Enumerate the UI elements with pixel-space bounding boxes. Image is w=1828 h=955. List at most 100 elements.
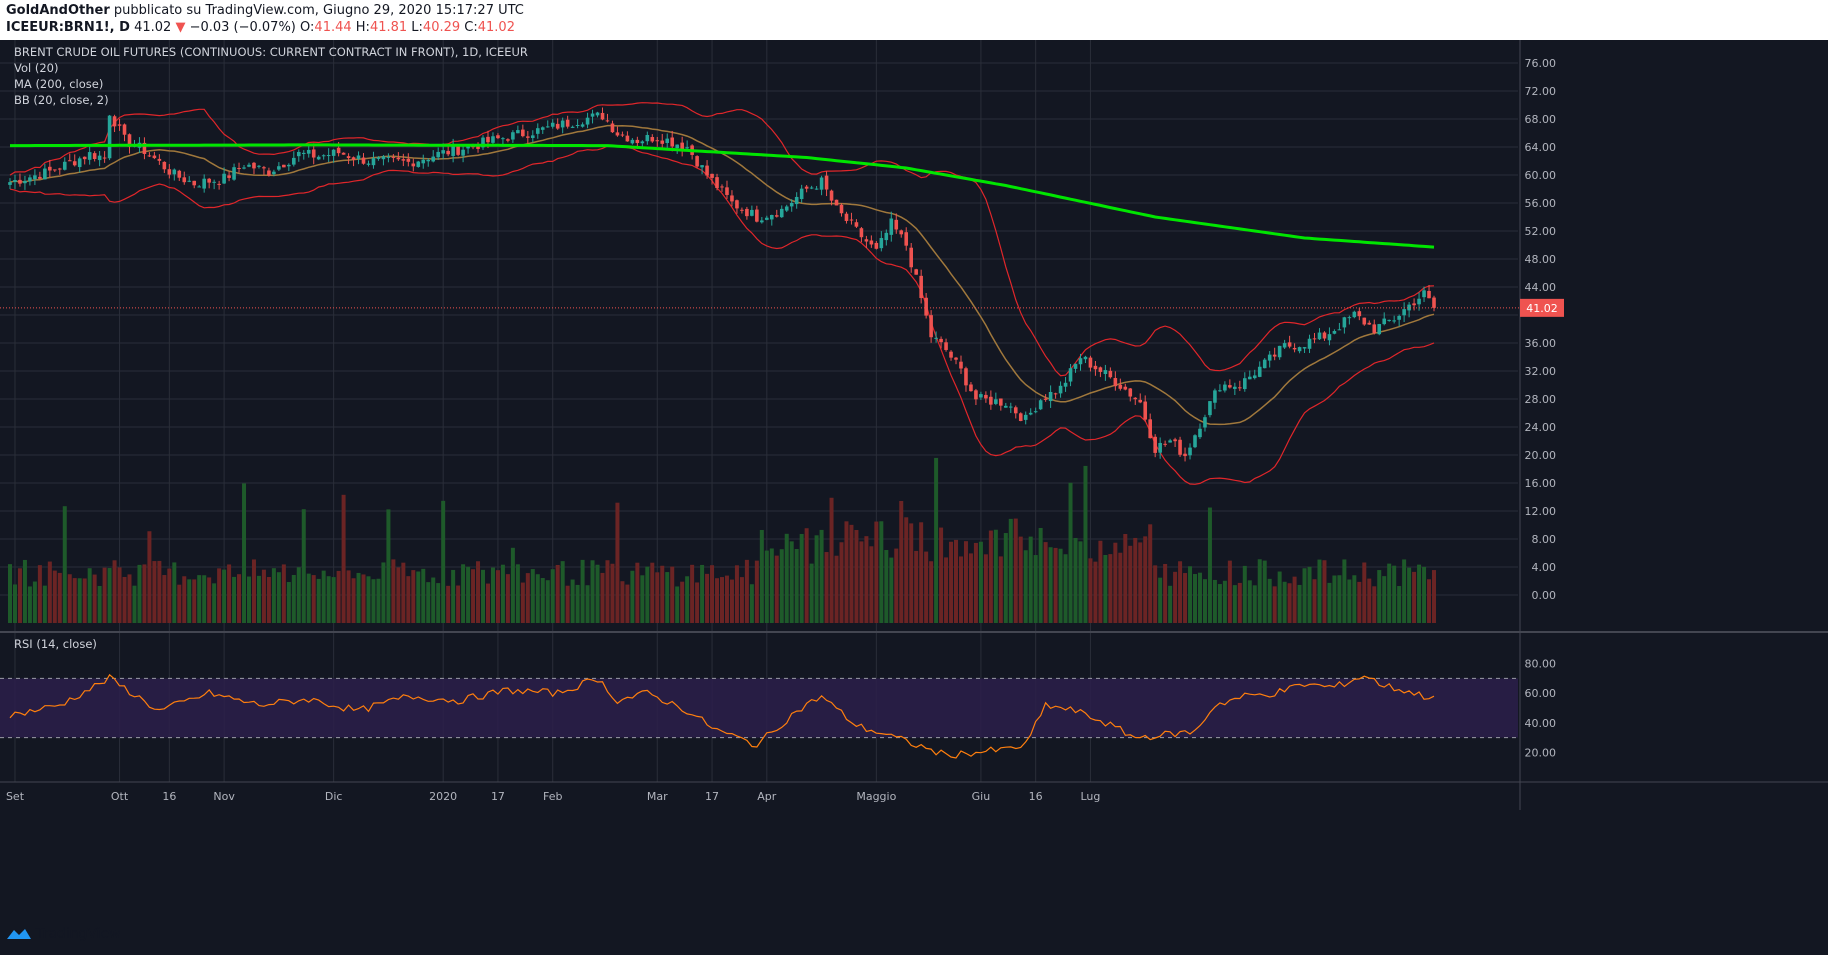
publish-info: GoldAndOther pubblicato su TradingView.c… bbox=[6, 3, 524, 18]
candle-body bbox=[112, 116, 117, 127]
volume-bar bbox=[22, 559, 27, 623]
candle-body bbox=[794, 196, 799, 205]
candle-body bbox=[336, 147, 341, 154]
volume-bar bbox=[1267, 578, 1272, 623]
volume-bar bbox=[729, 579, 734, 623]
candle-body bbox=[366, 163, 371, 165]
candle-body bbox=[1282, 343, 1287, 348]
price-tick-label: 4.00 bbox=[1532, 561, 1557, 574]
price-tick-label: 8.00 bbox=[1532, 533, 1557, 546]
volume-bar bbox=[276, 572, 281, 623]
candle-body bbox=[67, 160, 72, 162]
candle-body bbox=[680, 142, 684, 150]
candle-body bbox=[804, 186, 809, 189]
candle-body bbox=[849, 219, 854, 221]
candle-body bbox=[640, 141, 645, 144]
volume-bar bbox=[1073, 537, 1078, 623]
volume-bar bbox=[824, 552, 829, 623]
price-chart[interactable]: 41.02 0.00 4.00 8.00 12.00 16.00 20.00 24.00 28.… bbox=[0, 40, 1828, 955]
volume-bar bbox=[1382, 576, 1387, 623]
candle-body bbox=[157, 158, 162, 161]
candle-body bbox=[361, 157, 366, 164]
volume-bar bbox=[1307, 566, 1312, 623]
rsi-band-fill bbox=[0, 678, 1518, 738]
candle-body bbox=[819, 177, 824, 190]
volume-bar bbox=[645, 566, 650, 623]
candle-body bbox=[934, 337, 938, 339]
volume-bar bbox=[958, 556, 963, 623]
candle-body bbox=[964, 368, 968, 386]
volume-bar bbox=[809, 563, 814, 623]
candle-body bbox=[232, 167, 236, 180]
legend-bb: BB (20, close, 2) bbox=[14, 93, 109, 107]
volume-bar bbox=[1018, 536, 1023, 623]
candle-body bbox=[381, 156, 386, 160]
volume-bar bbox=[1108, 554, 1113, 623]
volume-bar bbox=[1093, 561, 1098, 623]
volume-bar bbox=[560, 561, 565, 623]
volume-bar bbox=[590, 560, 595, 623]
volume-bar bbox=[281, 564, 286, 623]
volume-bar bbox=[909, 523, 914, 623]
volume-bar bbox=[545, 580, 550, 623]
candle-body bbox=[1372, 324, 1377, 334]
volume-bar bbox=[481, 569, 486, 623]
volume-bar bbox=[207, 577, 212, 623]
volume-bar bbox=[421, 568, 426, 623]
volume-bar bbox=[182, 576, 187, 623]
candle-body bbox=[87, 152, 92, 160]
author-name[interactable]: GoldAndOther bbox=[6, 3, 110, 18]
candle-body bbox=[1128, 388, 1133, 397]
candle-body bbox=[72, 161, 77, 166]
volume-bar bbox=[361, 574, 366, 623]
candle-body bbox=[267, 170, 271, 176]
candle-body bbox=[1063, 382, 1068, 387]
volume-bar bbox=[889, 557, 894, 623]
candle-body bbox=[959, 361, 963, 369]
candle-body bbox=[779, 208, 784, 218]
time-tick-label: Giu bbox=[972, 790, 991, 803]
volume-bar bbox=[291, 574, 296, 623]
candle-body bbox=[1238, 387, 1242, 389]
candle-body bbox=[789, 202, 794, 207]
candle-body bbox=[1228, 385, 1232, 388]
volume-bar bbox=[57, 572, 62, 623]
volume-bar bbox=[157, 560, 162, 623]
volume-bar bbox=[37, 565, 42, 623]
candle-body bbox=[1332, 331, 1337, 334]
candle-body bbox=[979, 394, 983, 398]
candle-body bbox=[1362, 317, 1367, 325]
candle-body bbox=[262, 167, 266, 169]
volume-bar bbox=[1143, 536, 1148, 623]
candle-body bbox=[1073, 363, 1078, 369]
volume-bar bbox=[1222, 580, 1227, 623]
volume-bar bbox=[471, 569, 476, 623]
volume-bar bbox=[1257, 559, 1262, 623]
candle-body bbox=[1053, 393, 1058, 395]
volume-bar bbox=[904, 517, 909, 623]
footer: TradingView bbox=[6, 926, 121, 942]
candle-body bbox=[192, 180, 197, 186]
candle-body bbox=[725, 187, 729, 195]
candle-body bbox=[884, 232, 889, 241]
candle-body bbox=[730, 195, 734, 202]
volume-bar bbox=[1327, 582, 1332, 623]
volume-bar bbox=[1008, 518, 1013, 623]
volume-bar bbox=[789, 541, 794, 623]
volume-bar bbox=[500, 564, 505, 623]
volume-bar bbox=[530, 569, 535, 623]
volume-bar bbox=[1173, 571, 1178, 623]
volume-bar bbox=[92, 574, 97, 623]
candle-body bbox=[326, 155, 331, 157]
candle-body bbox=[53, 169, 57, 171]
volume-bar bbox=[555, 564, 560, 623]
volume-bar bbox=[321, 570, 326, 623]
volume-bar bbox=[630, 570, 635, 623]
volume-bar bbox=[1153, 565, 1158, 623]
volume-bar bbox=[1078, 541, 1083, 623]
last-price: 41.02 bbox=[134, 20, 172, 35]
volume-bar bbox=[754, 560, 759, 623]
volume-bar bbox=[1028, 536, 1033, 623]
footer-brand[interactable]: TradingView bbox=[36, 926, 121, 942]
candle-body bbox=[436, 151, 440, 158]
